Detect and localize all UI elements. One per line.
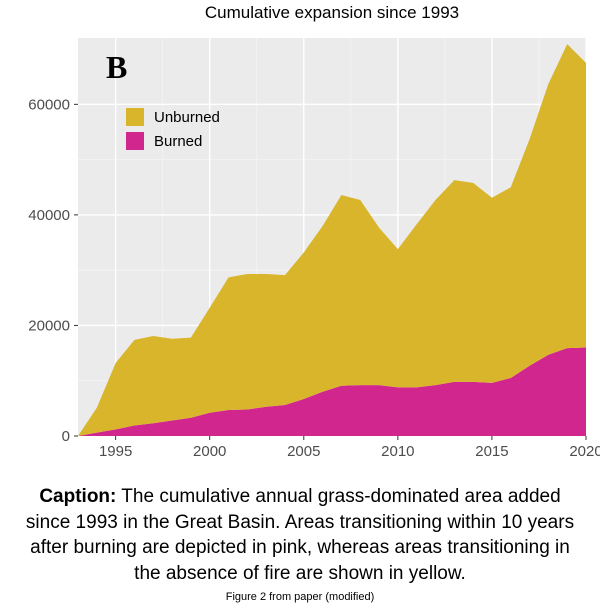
x-tick-label: 2015 — [475, 443, 508, 460]
x-tick-label: 1995 — [99, 443, 132, 460]
caption-lead: Caption: — [39, 486, 116, 507]
caption: Caption: The cumulative annual grass-dom… — [0, 484, 600, 587]
area-chart: 0 20000 40000 60000 1995 2000 2005 2010 2015 2020… — [0, 0, 600, 470]
legend-label: Burned — [154, 133, 202, 150]
panel-label: B — [106, 49, 127, 85]
y-tick-label: 0 — [62, 428, 70, 445]
y-tick-label: 40000 — [28, 207, 70, 224]
legend-label: Unburned — [154, 109, 220, 126]
y-tick-label: 20000 — [28, 317, 70, 334]
chart-container: 0 20000 40000 60000 1995 2000 2005 2010 2015 2020… — [0, 0, 600, 470]
legend-swatch — [126, 108, 144, 126]
x-tick-label: 2000 — [193, 443, 226, 460]
subcaption: Figure 2 from paper (modified) — [0, 591, 600, 603]
x-tick-label: 2005 — [287, 443, 320, 460]
y-tick-label: 60000 — [28, 96, 70, 113]
chart-title: Cumulative expansion since 1993 — [205, 3, 459, 22]
x-tick-label: 2020 — [569, 443, 600, 460]
x-tick-label: 2010 — [381, 443, 414, 460]
legend-swatch — [126, 132, 144, 150]
